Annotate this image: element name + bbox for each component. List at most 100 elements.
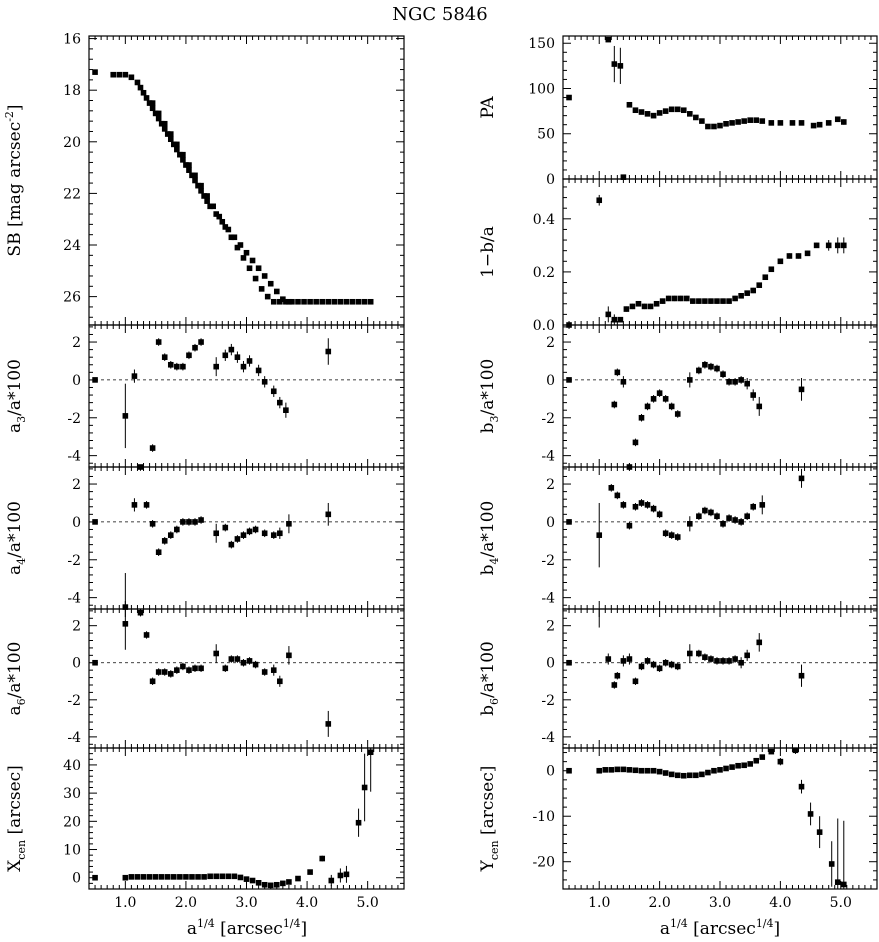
- data-point: [699, 118, 705, 124]
- y-tick-label: 18: [63, 83, 81, 99]
- data-point: [825, 120, 832, 126]
- data-point: [750, 287, 757, 294]
- data-point: [307, 298, 313, 305]
- data-point: [243, 249, 250, 256]
- data-point: [768, 120, 775, 126]
- data-point: [747, 117, 753, 123]
- x-tick-label: 1.0: [114, 895, 136, 911]
- data-point: [198, 339, 204, 345]
- y-tick-label: 2: [72, 335, 81, 351]
- data-point: [608, 767, 615, 773]
- data-point: [222, 224, 229, 230]
- data-point: [228, 541, 235, 548]
- y-tick-label: 0: [546, 656, 555, 672]
- data-point: [810, 122, 817, 129]
- data-point: [155, 115, 162, 122]
- data-point: [596, 767, 603, 774]
- data-point: [189, 172, 195, 179]
- data-point: [295, 875, 301, 882]
- data-point: [180, 363, 186, 370]
- data-point: [602, 767, 609, 773]
- data-point: [650, 396, 657, 402]
- data-point: [325, 721, 332, 727]
- data-point: [240, 532, 247, 538]
- data-point: [228, 346, 235, 353]
- data-point: [668, 532, 675, 538]
- data-point: [207, 203, 213, 210]
- data-point: [732, 656, 738, 662]
- data-point: [605, 311, 612, 318]
- data-point: [240, 255, 247, 261]
- data-point: [626, 656, 633, 662]
- data-point: [161, 120, 168, 127]
- x-tick-label: 2.0: [175, 895, 197, 911]
- data-point: [92, 874, 98, 881]
- y-tick-label: -4: [67, 730, 81, 746]
- data-point: [816, 121, 823, 128]
- data-point: [635, 300, 642, 307]
- data-point: [186, 162, 192, 168]
- data-point: [638, 500, 645, 506]
- data-point: [732, 517, 738, 523]
- data-point: [134, 874, 141, 880]
- panel-frame: [562, 35, 878, 180]
- data-point: [198, 182, 204, 189]
- data-point: [222, 352, 229, 359]
- data-point: [668, 403, 675, 410]
- data-point: [192, 177, 198, 184]
- data-point: [566, 377, 572, 383]
- data-point: [738, 293, 744, 299]
- y-tick-label: 100: [528, 81, 555, 97]
- data-point: [834, 242, 841, 249]
- data-point: [813, 242, 820, 249]
- data-point: [149, 445, 156, 451]
- data-point: [789, 120, 796, 126]
- data-point: [367, 298, 374, 305]
- data-point: [186, 352, 192, 359]
- data-point: [741, 118, 747, 124]
- data-point: [720, 371, 726, 378]
- data-point: [174, 141, 180, 148]
- y-tick-label: -4: [541, 591, 555, 607]
- data-point: [92, 69, 98, 75]
- data-point: [195, 874, 201, 880]
- y-tick-label: 16: [63, 32, 81, 48]
- data-point: [228, 656, 235, 662]
- data-point: [753, 757, 760, 764]
- data-point: [744, 652, 750, 659]
- y-axis-label: b6/a*100: [478, 641, 501, 716]
- panel-a6: -4 -2 0 2 a6/a*100: [5, 608, 405, 749]
- x-tick-label: 5.0: [357, 895, 379, 911]
- data-point: [699, 771, 705, 778]
- panel-frame: [88, 747, 405, 890]
- data-point: [231, 873, 238, 880]
- data-point: [249, 257, 256, 264]
- data-point: [566, 94, 572, 101]
- data-point: [367, 749, 374, 756]
- data-point: [161, 669, 168, 675]
- data-point: [834, 116, 841, 123]
- data-point: [614, 672, 621, 679]
- data-point: [750, 392, 757, 398]
- data-point: [708, 509, 714, 516]
- data-point: [605, 36, 612, 43]
- y-axis-label: b3/a*100: [478, 359, 501, 434]
- data-point: [674, 772, 681, 779]
- data-point: [319, 298, 326, 305]
- data-point: [267, 280, 274, 287]
- data-point: [723, 765, 729, 772]
- data-point: [116, 71, 123, 78]
- data-point: [647, 303, 654, 310]
- data-point: [158, 120, 165, 127]
- data-point: [122, 604, 129, 610]
- data-point: [140, 874, 147, 880]
- data-point: [277, 678, 283, 685]
- data-point: [632, 503, 639, 510]
- data-point: [729, 120, 735, 126]
- data-point: [192, 172, 198, 179]
- y-tick-label: 0: [72, 515, 81, 531]
- data-point: [110, 71, 117, 78]
- data-point: [738, 659, 744, 666]
- data-point: [270, 388, 277, 395]
